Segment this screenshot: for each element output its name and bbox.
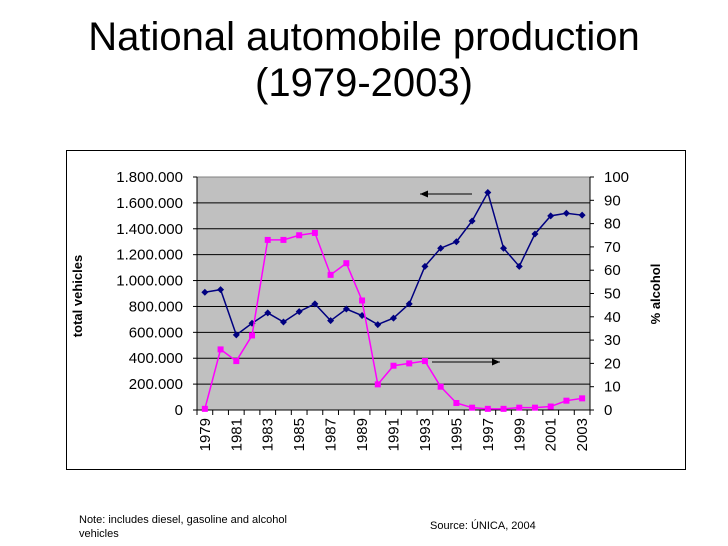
data-point--alcohol (500, 405, 507, 412)
x-tick-label: 1997 (480, 418, 497, 451)
data-point-total-vehicles (547, 212, 555, 220)
y-right-tick-label: 40 (604, 309, 621, 326)
data-point--alcohol (233, 358, 240, 365)
data-point-total-vehicles (531, 230, 539, 238)
data-point-total-vehicles (264, 309, 272, 317)
data-point--alcohol (359, 297, 366, 304)
data-point--alcohol (249, 332, 256, 339)
y-right-tick-label: 20 (604, 355, 621, 372)
x-tick-label: 1993 (417, 418, 434, 451)
y-left-tick-label: 1.800.000 (116, 169, 183, 186)
y-right-tick-label: 10 (604, 379, 621, 396)
data-point--alcohol (296, 232, 303, 239)
y-left-tick-label: 400.000 (129, 350, 183, 367)
x-tick-label: 1985 (291, 418, 308, 451)
y-right-tick-label: 30 (604, 332, 621, 349)
x-tick-label: 1989 (354, 418, 371, 451)
y-left-tick-label: 1.600.000 (116, 195, 183, 212)
data-point--alcohol (421, 358, 428, 365)
slide-title: National automobile production (1979-200… (0, 14, 728, 106)
x-tick-label: 1983 (260, 418, 277, 451)
data-point-total-vehicles (437, 244, 445, 252)
data-point--alcohol (311, 229, 318, 236)
data-point-total-vehicles (342, 305, 350, 313)
y-left-tick-label: 1.200.000 (116, 247, 183, 264)
data-point--alcohol (437, 383, 444, 390)
x-tick-label: 1995 (448, 418, 465, 451)
title-line-2: (1979-2003) (255, 61, 473, 105)
footnote: Note: includes diesel, gasoline and alco… (79, 514, 287, 540)
data-point-total-vehicles (578, 211, 586, 219)
data-point-total-vehicles (327, 317, 335, 325)
y-left-tick-label: 0 (175, 402, 183, 419)
x-tick-label: 2003 (574, 418, 591, 451)
data-point-total-vehicles (217, 286, 225, 294)
data-point--alcohol (374, 381, 381, 388)
y-right-tick-label: 50 (604, 286, 621, 303)
data-point-total-vehicles (295, 308, 303, 316)
x-tick-label: 1991 (386, 418, 403, 451)
y-right-tick-label: 100 (604, 169, 629, 186)
data-point--alcohol (390, 362, 397, 369)
data-point--alcohol (280, 236, 287, 243)
y-right-tick-label: 0 (604, 402, 612, 419)
x-tick-label: 1999 (511, 418, 528, 451)
data-point-total-vehicles (515, 262, 523, 270)
data-point-total-vehicles (421, 262, 429, 270)
data-point-total-vehicles (279, 318, 287, 326)
arrow-right-alcohol-head (492, 358, 500, 366)
data-point--alcohol (469, 404, 476, 411)
data-point--alcohol (531, 404, 538, 411)
y-left-axis-title: total vehicles (70, 255, 85, 337)
data-point-total-vehicles (201, 288, 209, 296)
data-point-total-vehicles (468, 217, 476, 225)
data-point-total-vehicles (452, 238, 460, 246)
x-tick-label: 1981 (228, 418, 245, 451)
y-right-tick-label: 60 (604, 262, 621, 279)
data-point-total-vehicles (562, 209, 570, 217)
data-point--alcohol (201, 405, 208, 412)
x-tick-label: 2001 (543, 418, 560, 451)
y-right-tick-label: 70 (604, 239, 621, 256)
y-left-tick-label: 200.000 (129, 376, 183, 393)
data-point-total-vehicles (374, 321, 382, 329)
data-point-total-vehicles (232, 331, 240, 339)
y-left-tick-label: 800.000 (129, 298, 183, 315)
data-point-total-vehicles (390, 314, 397, 322)
data-point--alcohol (453, 400, 460, 407)
data-point--alcohol (406, 360, 413, 367)
y-right-tick-label: 90 (604, 192, 621, 209)
y-left-tick-label: 600.000 (129, 324, 183, 341)
x-tick-label: 1979 (197, 418, 214, 451)
data-point--alcohol (217, 346, 224, 353)
source-credit: Source: ÚNICA, 2004 (430, 520, 536, 532)
y-left-tick-label: 1.000.000 (116, 273, 183, 290)
data-point--alcohol (343, 260, 350, 267)
y-right-tick-label: 80 (604, 216, 621, 233)
data-point--alcohol (484, 405, 491, 412)
data-point--alcohol (264, 236, 271, 243)
title-line-1: National automobile production (88, 15, 640, 59)
data-point-total-vehicles (405, 300, 413, 308)
data-point--alcohol (516, 404, 523, 411)
y-left-tick-label: 1.400.000 (116, 221, 183, 238)
data-point--alcohol (579, 395, 586, 402)
plot-area (196, 176, 591, 411)
y-right-axis-title: % alcohol (648, 264, 663, 325)
data-point--alcohol (547, 403, 554, 410)
data-point-total-vehicles (500, 244, 508, 252)
data-point-total-vehicles (484, 189, 492, 197)
arrow-left-total-vehicles-head (420, 190, 428, 198)
data-point--alcohol (327, 271, 334, 278)
data-point-total-vehicles (311, 300, 319, 308)
x-tick-label: 1987 (323, 418, 340, 451)
data-point--alcohol (563, 397, 570, 404)
